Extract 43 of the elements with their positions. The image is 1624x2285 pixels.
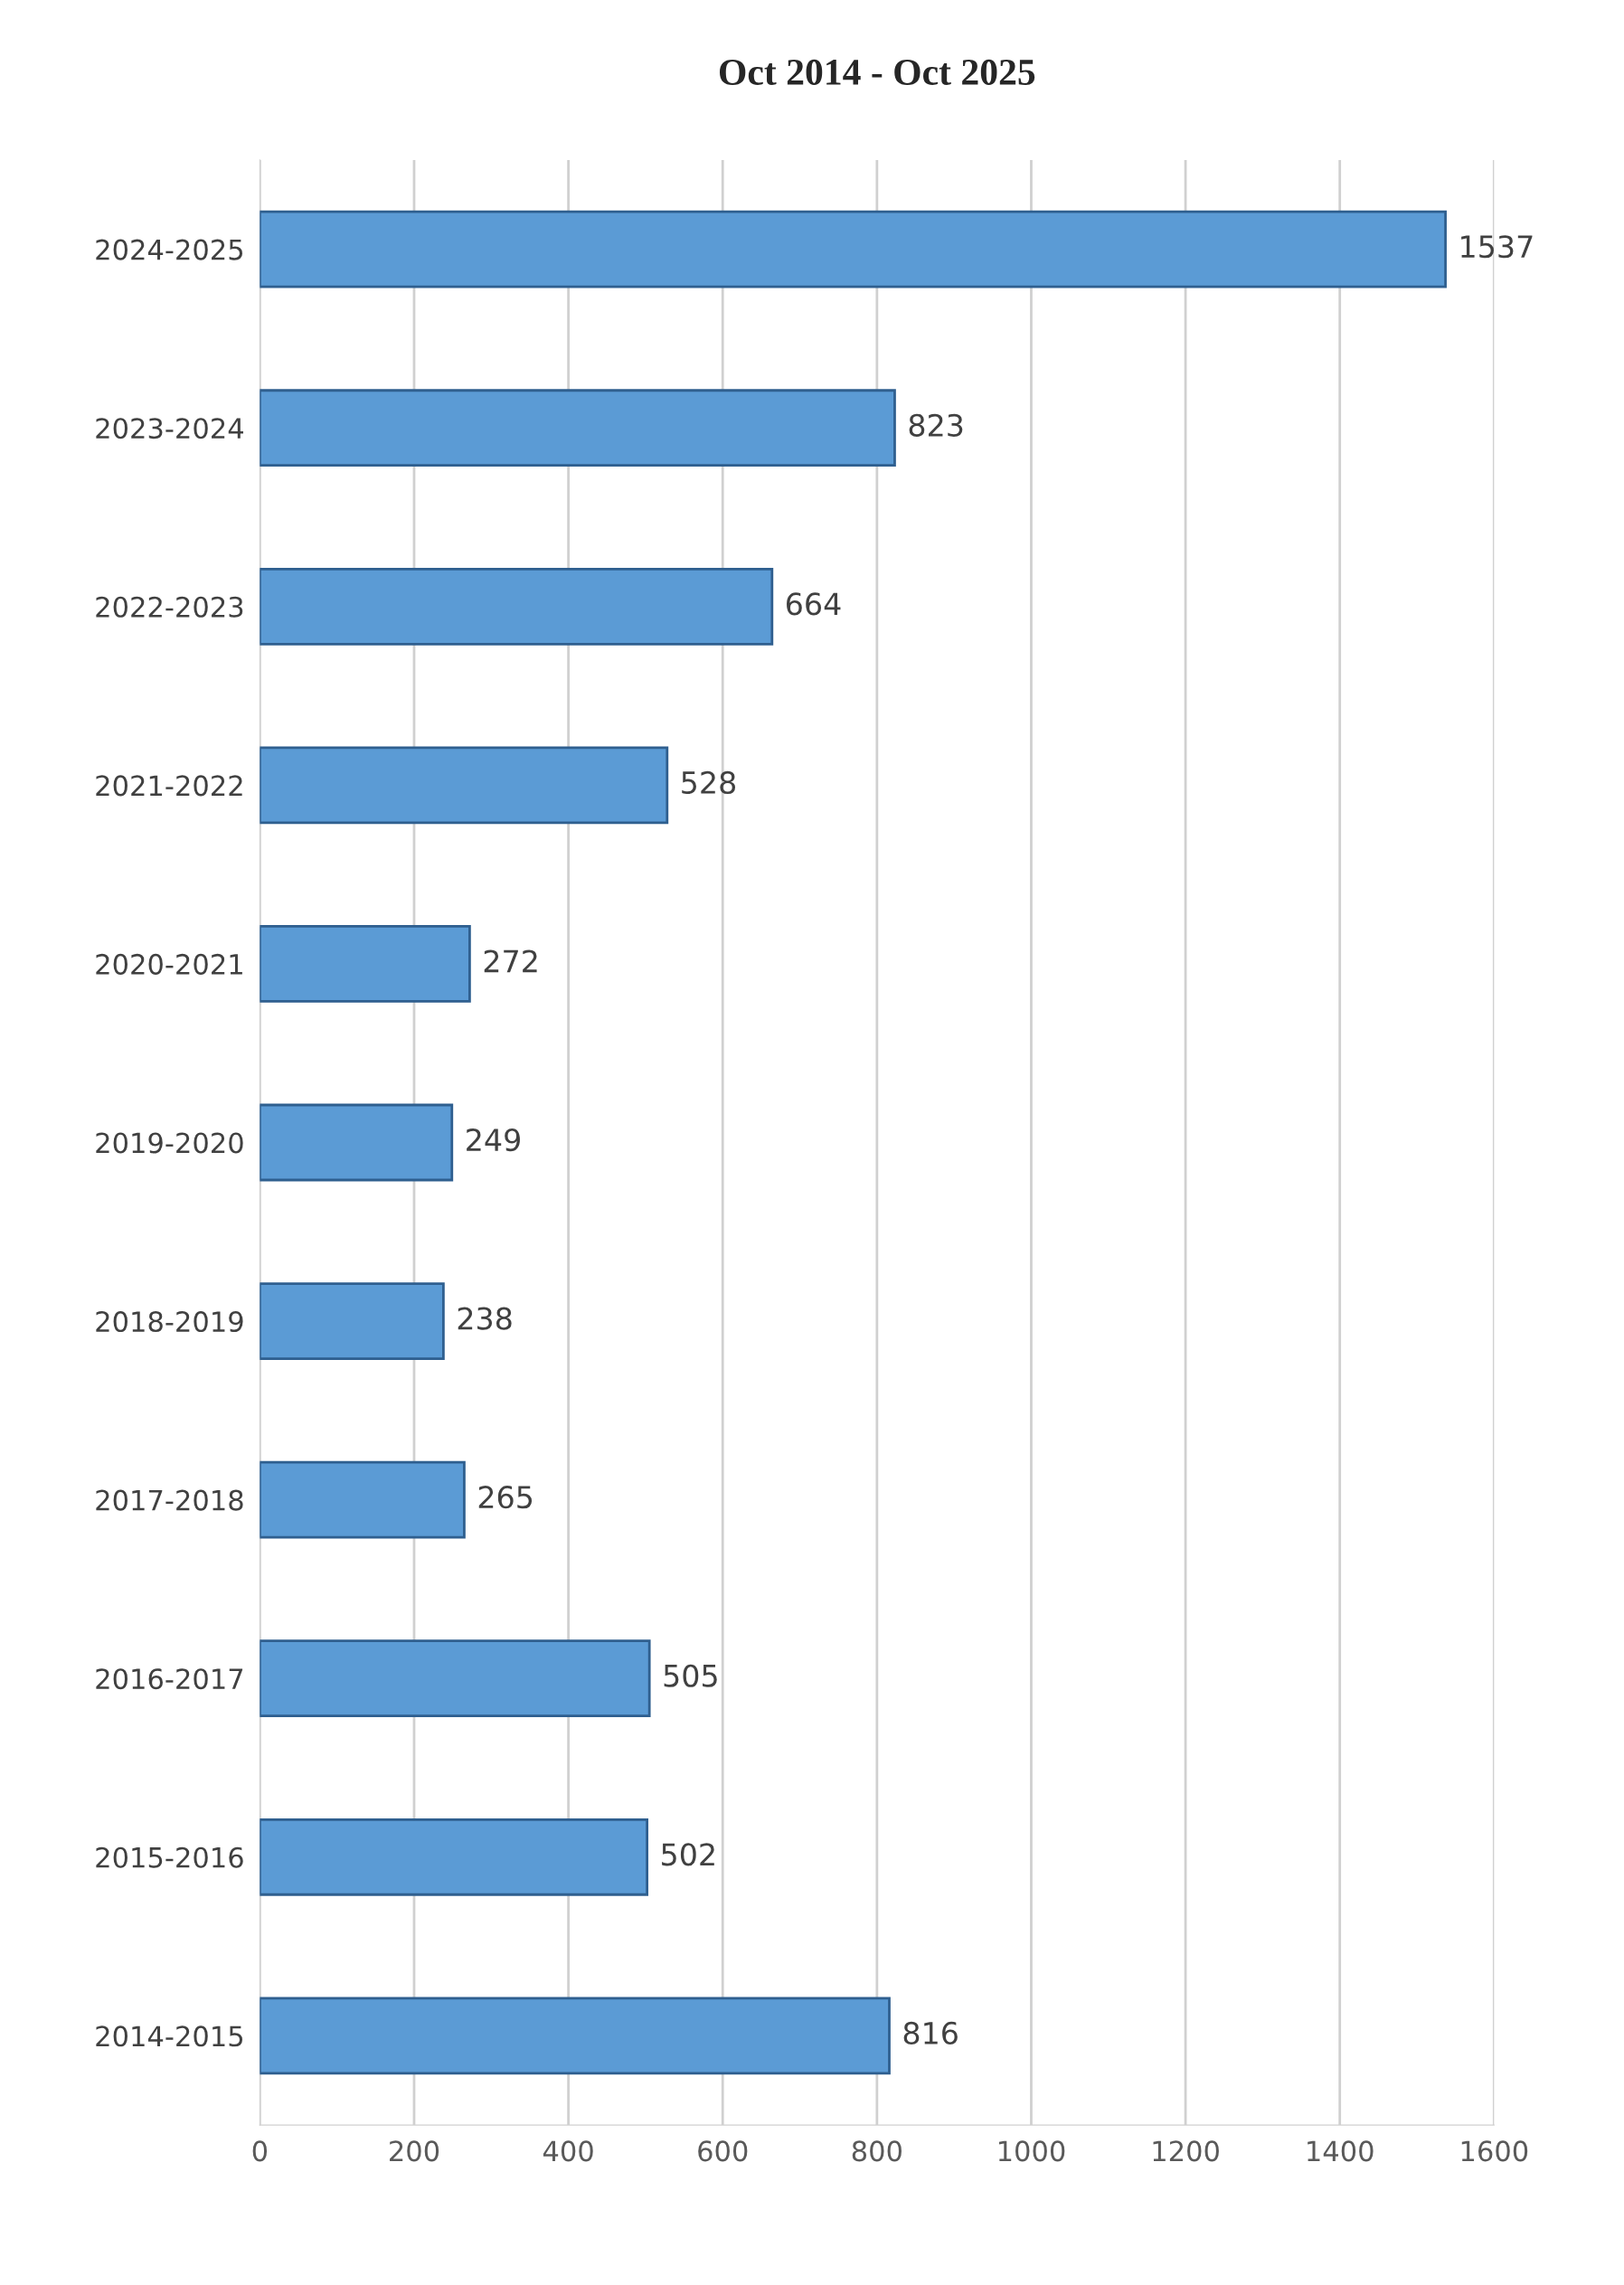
data-label: 528 xyxy=(682,770,736,795)
y-tick-label: 2023-2024 xyxy=(96,418,243,439)
bar xyxy=(260,1997,891,2075)
data-label: 505 xyxy=(664,1664,717,1687)
y-tick-label: 2024-2025 xyxy=(96,239,243,260)
bar xyxy=(260,567,774,646)
bar xyxy=(260,1460,466,1539)
data-label: 265 xyxy=(478,1486,533,1509)
data-label: 823 xyxy=(909,413,963,437)
y-tick-label: 2022-2023 xyxy=(96,596,243,618)
x-tick-label: 600 xyxy=(698,2140,748,2162)
data-label: 502 xyxy=(662,1843,714,1866)
data-label: 1537 xyxy=(1461,235,1533,259)
chart-title: Oct 2014 - Oct 2025 xyxy=(720,59,1035,85)
bar xyxy=(260,925,471,1003)
x-tick-label: 1600 xyxy=(1461,2140,1528,2162)
bar xyxy=(260,389,896,467)
bar xyxy=(260,1639,651,1718)
y-tick-label: 2018-2019 xyxy=(96,1311,243,1333)
bar xyxy=(260,1282,445,1360)
y-tick-label: 2015-2016 xyxy=(96,1846,243,1868)
y-tick-label: 2021-2022 xyxy=(96,775,242,797)
bar xyxy=(260,1103,454,1182)
data-label: 238 xyxy=(458,1307,512,1330)
x-tick-label: 1400 xyxy=(1308,2140,1374,2162)
data-label: 664 xyxy=(787,592,841,616)
data-label: 249 xyxy=(467,1128,520,1152)
x-tick-label: 1200 xyxy=(1153,2140,1219,2162)
y-tick-label: 2020-2021 xyxy=(96,953,242,975)
y-tick-label: 2019-2020 xyxy=(96,1132,243,1154)
y-tick-label: 2017-2018 xyxy=(96,1489,243,1511)
data-label: 272 xyxy=(484,949,537,973)
x-tick-label: 400 xyxy=(543,2140,593,2162)
x-tick-label: 200 xyxy=(390,2140,439,2162)
data-label: 816 xyxy=(903,2021,958,2044)
bar xyxy=(260,1818,649,1896)
bar xyxy=(260,746,669,825)
x-tick-label: 1000 xyxy=(998,2140,1065,2162)
x-tick-label: 0 xyxy=(252,2140,268,2162)
y-tick-label: 2014-2015 xyxy=(96,2025,243,2047)
x-tick-label: 800 xyxy=(852,2140,902,2162)
bar xyxy=(260,210,1447,288)
y-tick-label: 2016-2017 xyxy=(96,1668,243,1690)
